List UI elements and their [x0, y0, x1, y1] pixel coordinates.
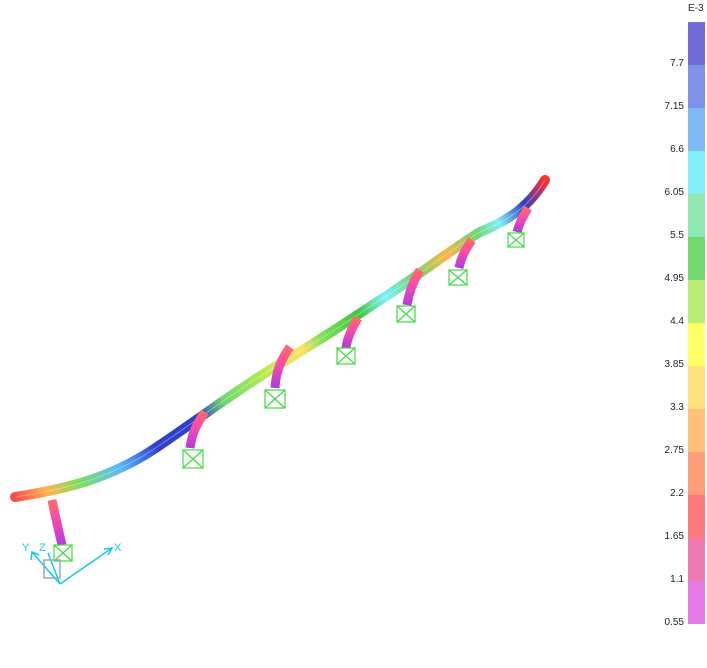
legend-swatch: [688, 194, 705, 237]
legend-swatch: [688, 65, 705, 108]
legend-tick-label: 4.95: [664, 273, 684, 284]
legend-tick-label: 4.4: [670, 316, 684, 327]
axis-x-label: X: [114, 542, 122, 554]
legend-tick-label: 7.15: [664, 101, 684, 112]
axis-triad-icon: [30, 547, 114, 585]
scale-exponent: E-3: [688, 3, 704, 14]
legend-tick-label: 0.55: [664, 617, 684, 628]
legend-swatch: [688, 452, 705, 495]
support-2-icon: [182, 449, 204, 469]
legend-swatch: [688, 366, 705, 409]
legend-tick-label: 2.2: [670, 488, 684, 499]
legend-tick-label: 3.85: [664, 359, 684, 370]
legend-swatch: [688, 237, 705, 280]
deformed-deck-beam: [10, 175, 550, 502]
legend-tick-label: 1.65: [664, 531, 684, 542]
deck-edge-line: [14, 179, 546, 498]
legend-swatch: [688, 280, 705, 323]
deformed-shape-canvas[interactable]: X Y Z: [0, 0, 640, 663]
pier-7: [512, 205, 532, 234]
model-viewport[interactable]: X Y Z: [0, 0, 640, 663]
support-1-icon: [53, 544, 73, 562]
support-4-icon: [336, 347, 356, 365]
legend-swatch: [688, 108, 705, 151]
legend-swatch: [688, 151, 705, 194]
legend-swatch: [688, 409, 705, 452]
pier-5: [402, 267, 424, 306]
legend-tick-label: 6.05: [664, 187, 684, 198]
legend-swatch: [688, 538, 705, 581]
pier-1: [47, 499, 67, 547]
pier-6: [454, 237, 476, 270]
legend-swatch: [688, 22, 705, 65]
pier-2: [185, 409, 209, 449]
support-5-icon: [396, 305, 416, 323]
legend-swatch: [688, 581, 705, 624]
legend-tick-label: 6.6: [670, 144, 684, 155]
legend-tick-label: 2.75: [664, 445, 684, 456]
legend-tick-label: 7.7: [670, 58, 684, 69]
axis-y-label: Y: [22, 542, 30, 554]
legend-tick-label: 3.3: [670, 402, 684, 413]
axis-z-label: Z: [39, 542, 46, 554]
support-3-icon: [264, 389, 286, 409]
legend-tick-label: 5.5: [670, 230, 684, 241]
pier-3: [270, 344, 294, 389]
support-7-icon: [507, 232, 525, 248]
color-scale-legend: E-3 7.7 7.15 6.6 6.05 5.5 4.95 4.4 3.85 3.3 2.75 2…: [640, 0, 707, 663]
support-6-icon: [448, 269, 468, 286]
pier-4: [341, 315, 362, 349]
legend-tick-label: 1.1: [670, 574, 684, 585]
legend-swatch: [688, 323, 705, 366]
legend-swatch: [688, 495, 705, 538]
